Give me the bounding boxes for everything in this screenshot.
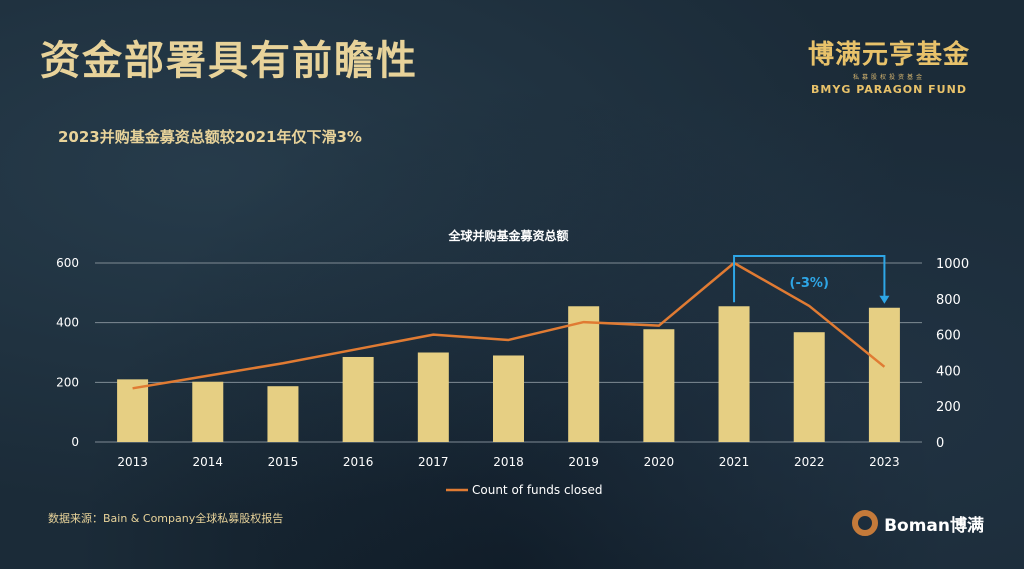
- x-tick-label: 2023: [869, 455, 900, 469]
- page-title: 资金部署具有前瞻性: [40, 38, 418, 84]
- bar: [267, 386, 299, 442]
- x-tick-label: 2017: [418, 455, 449, 469]
- bar: [417, 352, 449, 442]
- x-tick-label: 2014: [192, 455, 223, 469]
- brand-ring-icon: [852, 510, 879, 536]
- y-right-tick-label: 800: [936, 293, 961, 308]
- x-tick-label: 2022: [794, 455, 825, 469]
- bar: [718, 306, 750, 442]
- x-tick-label: 2013: [117, 455, 148, 469]
- bar: [868, 307, 900, 442]
- bar: [568, 306, 600, 442]
- y-right-tick-label: 0: [936, 436, 944, 451]
- logo-main-text: 博满元亨基金: [807, 40, 970, 70]
- logo-english-text: BMYG PARAGON FUND: [811, 83, 967, 96]
- y-right-tick-label: 600: [936, 329, 961, 344]
- bar: [643, 329, 675, 442]
- legend-label: Count of funds closed: [472, 483, 602, 497]
- bar: [493, 355, 524, 442]
- y-left-tick-label: 200: [56, 375, 79, 389]
- bar: [192, 381, 224, 442]
- x-tick-label: 2018: [493, 455, 524, 469]
- y-right-tick-label: 1000: [936, 257, 969, 272]
- page-subtitle: 2023并购基金募资总额较2021年仅下滑3%: [58, 128, 362, 146]
- bar: [117, 379, 149, 442]
- bar: [342, 356, 374, 442]
- x-tick-label: 2021: [719, 455, 750, 469]
- data-source-note: 数据来源：Bain & Company全球私募股权报告: [48, 512, 284, 525]
- chart-title: 全球并购基金募资总额: [447, 228, 568, 243]
- brand-name: Boman博满: [884, 515, 984, 536]
- bar: [793, 332, 825, 442]
- x-tick-label: 2015: [268, 455, 299, 469]
- y-left-tick-label: 0: [71, 435, 79, 449]
- y-left-tick-label: 400: [56, 316, 79, 330]
- x-tick-label: 2016: [343, 455, 374, 469]
- x-tick-label: 2020: [644, 455, 675, 469]
- annotation-label: (-3%): [790, 276, 829, 291]
- annotation-arrow-icon: [879, 295, 890, 304]
- y-right-tick-label: 400: [936, 364, 961, 379]
- annotation-bracket: [733, 255, 886, 303]
- y-right-tick-label: 200: [936, 400, 961, 415]
- fund-logo: 博满元亨基金 私募股权投资基金 BMYG PARAGON FUND: [794, 34, 984, 96]
- y-left-tick-label: 600: [56, 256, 79, 270]
- line-series-count-of-funds: [132, 261, 886, 390]
- logo-small-text: 私募股权投资基金: [852, 74, 925, 81]
- x-tick-label: 2019: [568, 455, 599, 469]
- brand-mark: Boman博满: [852, 510, 984, 536]
